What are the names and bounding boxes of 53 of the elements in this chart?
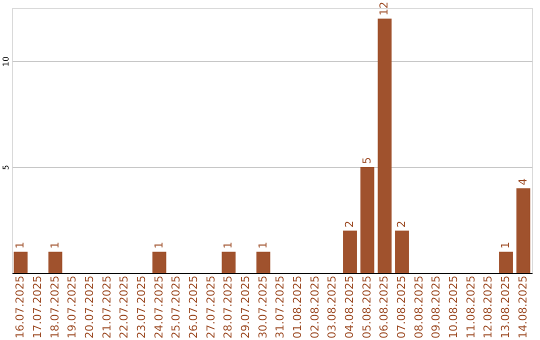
bar <box>222 252 236 273</box>
x-tick-label: 13.08.2025 <box>499 276 512 338</box>
x-tick-label: 02.08.2025 <box>308 276 322 338</box>
x-tick-label: 11.08.2025 <box>464 276 478 338</box>
x-tick-label: 23.07.2025 <box>135 276 148 338</box>
data-label: 1 <box>499 242 512 249</box>
x-tick-label: 29.07.2025 <box>239 276 252 338</box>
bar <box>395 230 409 273</box>
x-tick-label: 25.07.2025 <box>170 276 183 338</box>
x-tick-label: 31.07.2025 <box>274 276 287 338</box>
x-tick-label: 05.08.2025 <box>360 276 374 338</box>
x-tick-label: 08.08.2025 <box>412 276 426 338</box>
x-tick-label: 17.07.2025 <box>31 276 44 338</box>
x-tick-label: 14.08.2025 <box>516 276 530 338</box>
data-label: 4 <box>516 178 530 186</box>
data-label: 1 <box>48 242 62 249</box>
x-tick-label: 01.08.2025 <box>291 276 304 338</box>
x-tick-label: 18.07.2025 <box>48 276 62 338</box>
x-tick-label: 27.07.2025 <box>204 276 218 338</box>
x-tick-label: 24.07.2025 <box>152 276 166 338</box>
data-label: 12 <box>378 2 391 16</box>
x-tick-label: 19.07.2025 <box>66 276 79 338</box>
bar <box>499 252 513 273</box>
x-tick-label: 04.08.2025 <box>343 276 356 338</box>
x-tick-label: 20.07.2025 <box>83 276 96 338</box>
data-label: 1 <box>152 242 166 249</box>
bar <box>378 18 392 273</box>
x-tick-label: 07.08.2025 <box>395 276 408 338</box>
x-tick-label: 22.07.2025 <box>118 276 131 338</box>
data-label: 1 <box>256 242 270 249</box>
x-tick-label: 30.07.2025 <box>256 276 270 338</box>
x-tick-label: 16.07.2025 <box>14 276 27 338</box>
data-label: 1 <box>222 242 235 249</box>
bar <box>14 252 28 273</box>
y-tick-label: 10 <box>2 56 10 67</box>
data-label: 2 <box>395 220 408 228</box>
bar <box>343 230 357 273</box>
bar <box>152 252 166 273</box>
bar <box>360 167 374 273</box>
x-tick-label: 09.08.2025 <box>430 276 443 338</box>
bar <box>48 252 62 273</box>
x-tick-label: 28.07.2025 <box>222 276 235 338</box>
x-tick-label: 26.07.2025 <box>187 276 200 338</box>
data-label: 1 <box>14 242 27 249</box>
x-tick-label: 03.08.2025 <box>326 276 339 338</box>
x-tick-label: 12.08.2025 <box>482 276 495 338</box>
bar <box>516 188 530 273</box>
data-label: 2 <box>343 220 356 228</box>
x-tick-label: 10.08.2025 <box>447 276 460 338</box>
data-label: 5 <box>360 157 374 164</box>
bar <box>256 252 270 273</box>
x-tick-label: 06.08.2025 <box>378 276 391 338</box>
x-tick-label: 21.07.2025 <box>100 276 114 338</box>
